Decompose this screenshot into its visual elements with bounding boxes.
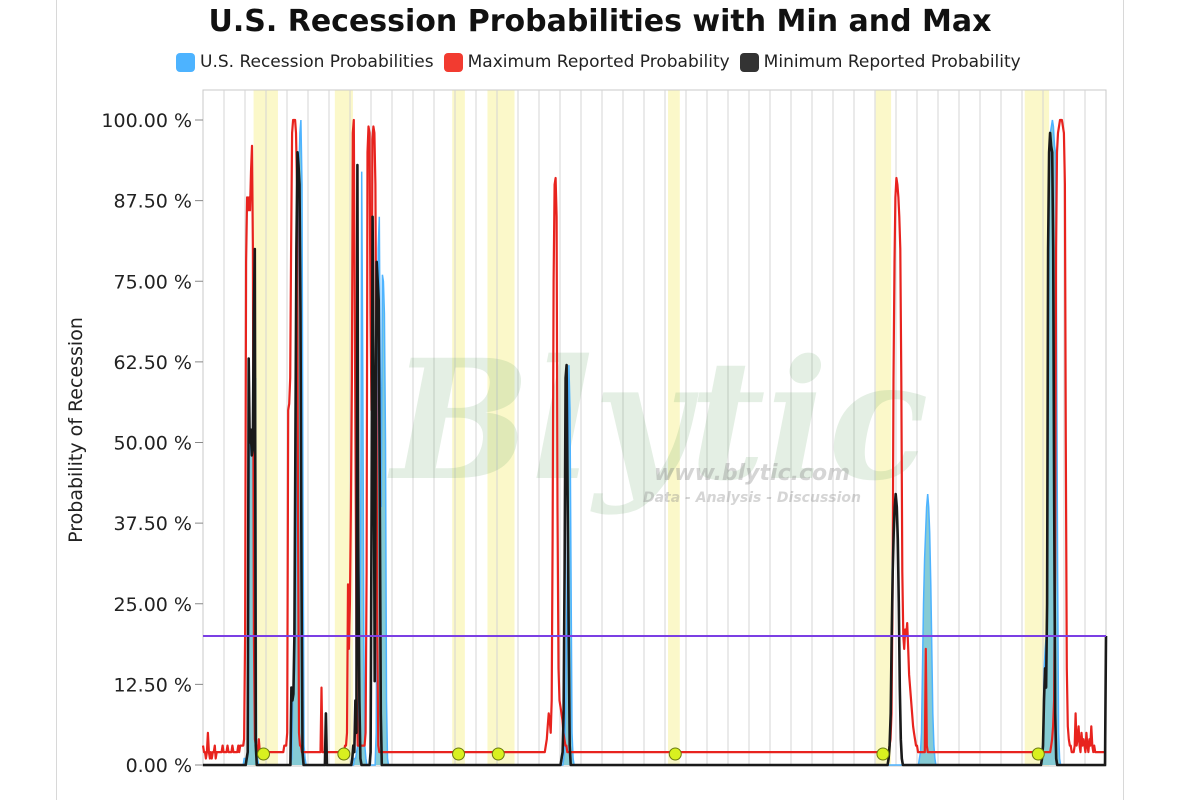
legend-label-max: Maximum Reported Probability	[467, 52, 730, 72]
legend: U.S. Recession Probabilities Maximum Rep…	[176, 52, 1031, 72]
period-marker-6	[1031, 747, 1045, 761]
legend-label-min: Minimum Reported Probability	[763, 52, 1021, 72]
series-max-line	[201, 118, 1107, 760]
y-tick-label-4: 50.00 %	[114, 433, 193, 455]
legend-swatch-max	[443, 52, 463, 72]
shaded-period-5	[875, 90, 892, 766]
legend-item-min[interactable]: Minimum Reported Probability	[739, 52, 1021, 72]
period-marker-1	[337, 747, 351, 761]
chart-frame	[56, 0, 1124, 800]
period-marker-2	[452, 747, 466, 761]
period-marker-5	[876, 747, 890, 761]
period-marker-4	[668, 747, 682, 761]
legend-label-recession: U.S. Recession Probabilities	[200, 52, 434, 72]
series-min-line	[202, 131, 1108, 767]
legend-swatch-recession	[176, 52, 195, 72]
y-tick-label-2: 25.00 %	[114, 594, 193, 616]
y-tick-label-7: 87.50 %	[114, 191, 193, 213]
watermark-logo: Blytic	[387, 323, 928, 517]
period-marker-3	[491, 747, 505, 761]
legend-swatch-min	[739, 52, 759, 72]
y-tick-label-3: 37.50 %	[114, 513, 193, 535]
y-tick-label-6: 75.00 %	[114, 271, 193, 293]
shaded-period-4	[668, 90, 680, 766]
y-tick-label-5: 62.50 %	[114, 352, 193, 374]
y-tick-label-0: 0.00 %	[126, 755, 192, 777]
period-marker-0	[257, 747, 271, 761]
y-tick-label-8: 100.00 %	[101, 110, 192, 132]
legend-item-max[interactable]: Maximum Reported Probability	[443, 52, 730, 72]
legend-item-recession[interactable]: U.S. Recession Probabilities	[176, 52, 434, 72]
watermark-url: www.blytic.com	[654, 461, 850, 486]
chart-title: U.S. Recession Probabilities with Min an…	[208, 4, 992, 39]
y-tick-label-1: 12.50 %	[114, 674, 193, 696]
shaded-period-3	[487, 90, 515, 766]
watermark-tagline: Data - Analysis - Discussion	[643, 490, 861, 506]
